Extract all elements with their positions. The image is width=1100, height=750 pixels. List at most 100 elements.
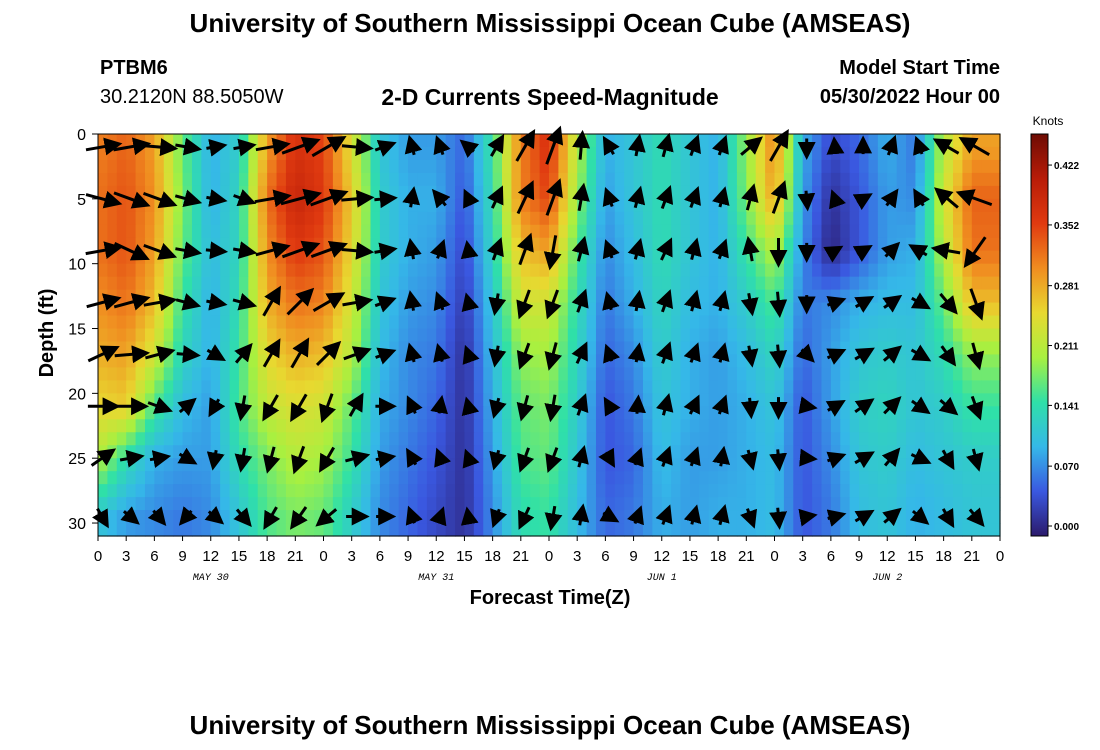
heatmap-cell bbox=[408, 172, 419, 187]
heatmap-cell bbox=[191, 289, 202, 304]
heatmap-cell bbox=[267, 263, 278, 278]
heatmap-cell bbox=[633, 276, 644, 291]
heatmap-cell bbox=[135, 276, 146, 291]
heatmap-cell bbox=[107, 380, 118, 394]
heatmap-cell bbox=[614, 445, 625, 459]
heatmap-cell bbox=[492, 211, 503, 226]
heatmap-cell bbox=[849, 380, 860, 394]
heatmap-cell bbox=[821, 445, 832, 459]
current-vector bbox=[488, 293, 507, 317]
heatmap-cell bbox=[182, 497, 193, 511]
heatmap-cell bbox=[455, 211, 466, 226]
heatmap-cell bbox=[502, 302, 513, 317]
heatmap-cell bbox=[445, 393, 456, 407]
heatmap-cell bbox=[680, 458, 691, 472]
heatmap-cell bbox=[981, 237, 992, 252]
current-vector bbox=[431, 188, 451, 209]
heatmap-cell bbox=[971, 380, 982, 394]
heatmap-cell bbox=[398, 328, 409, 343]
heatmap-cell bbox=[868, 432, 879, 446]
heatmap-cell bbox=[502, 523, 513, 537]
heatmap-cell bbox=[361, 380, 372, 394]
heatmap-cell bbox=[173, 523, 184, 537]
heatmap-cell bbox=[248, 419, 259, 433]
heatmap-cell bbox=[821, 510, 832, 524]
heatmap-cell bbox=[257, 471, 268, 485]
heatmap-cell bbox=[661, 419, 672, 433]
heatmap-cell bbox=[896, 185, 907, 200]
heatmap-cell bbox=[840, 159, 851, 174]
heatmap-cell bbox=[530, 250, 541, 265]
heatmap-cell bbox=[502, 315, 513, 330]
heatmap-cell bbox=[849, 159, 860, 174]
heatmap-cell bbox=[323, 211, 334, 226]
heatmap-cell bbox=[549, 497, 559, 511]
current-vector bbox=[740, 397, 759, 420]
heatmap-cell bbox=[812, 354, 823, 369]
heatmap-cell bbox=[896, 445, 907, 459]
heatmap-cell bbox=[755, 289, 766, 304]
current-vector bbox=[602, 291, 620, 311]
heatmap-cell bbox=[520, 198, 531, 213]
heatmap-cell bbox=[774, 380, 785, 394]
heatmap-cell bbox=[661, 406, 672, 420]
heatmap-cell bbox=[943, 211, 954, 226]
heatmap-cell bbox=[135, 237, 146, 252]
heatmap-cell bbox=[229, 406, 240, 420]
heatmap-cell bbox=[943, 276, 954, 291]
heatmap-cell bbox=[990, 315, 1001, 330]
heatmap-cell bbox=[652, 224, 663, 239]
heatmap-cell bbox=[314, 315, 325, 330]
heatmap-cell bbox=[502, 432, 513, 446]
heatmap-cell bbox=[361, 393, 372, 407]
heatmap-cell bbox=[473, 237, 484, 252]
current-vector bbox=[655, 393, 674, 416]
heatmap-cell bbox=[652, 393, 663, 407]
heatmap-cell bbox=[257, 484, 268, 498]
heatmap-cell bbox=[408, 419, 419, 433]
heatmap-cell bbox=[633, 159, 644, 174]
heatmap-cell bbox=[530, 185, 541, 200]
current-vector bbox=[290, 337, 310, 369]
heatmap-cell bbox=[821, 367, 832, 381]
heatmap-cell bbox=[332, 510, 343, 524]
heatmap-cell bbox=[163, 497, 174, 511]
current-vector bbox=[113, 242, 150, 261]
heatmap-cell bbox=[783, 159, 794, 174]
heatmap-cell bbox=[295, 224, 306, 239]
heatmap-cell bbox=[455, 134, 466, 148]
date-label: MAY 31 bbox=[418, 573, 454, 584]
heatmap-cell bbox=[436, 432, 447, 446]
heatmap-cell bbox=[990, 419, 1001, 433]
heatmap-cell bbox=[511, 224, 522, 239]
heatmap-cell bbox=[830, 419, 841, 433]
heatmap-cell bbox=[586, 302, 597, 317]
heatmap-cell bbox=[267, 367, 278, 381]
heatmap-cell bbox=[849, 341, 860, 356]
heatmap-cell bbox=[332, 315, 343, 330]
heatmap-cell bbox=[445, 432, 456, 446]
heatmap-cell bbox=[755, 497, 766, 511]
heatmap-cell bbox=[182, 380, 193, 394]
heatmap-cell bbox=[445, 146, 456, 161]
heatmap-cell bbox=[389, 367, 400, 381]
heatmap-cell bbox=[323, 354, 334, 369]
heatmap-cell bbox=[558, 198, 569, 213]
heatmap-cell bbox=[361, 328, 372, 343]
heatmap-cell bbox=[708, 276, 719, 291]
heatmap-cell bbox=[774, 328, 785, 343]
heatmap-cell bbox=[577, 315, 588, 330]
heatmap-cell bbox=[755, 159, 766, 174]
heatmap-cell bbox=[473, 134, 484, 148]
heatmap-cell bbox=[295, 172, 306, 187]
heatmap-cell bbox=[755, 263, 766, 278]
heatmap-cell bbox=[971, 289, 982, 304]
heatmap-cell bbox=[802, 432, 813, 446]
heatmap-cell bbox=[934, 393, 945, 407]
heatmap-cell bbox=[426, 354, 437, 369]
heatmap-cell bbox=[671, 432, 682, 446]
current-vector bbox=[120, 506, 140, 525]
heatmap-cell bbox=[586, 445, 597, 459]
heatmap-cell bbox=[455, 224, 466, 239]
main-title: University of Southern Mississippi Ocean… bbox=[189, 8, 911, 38]
